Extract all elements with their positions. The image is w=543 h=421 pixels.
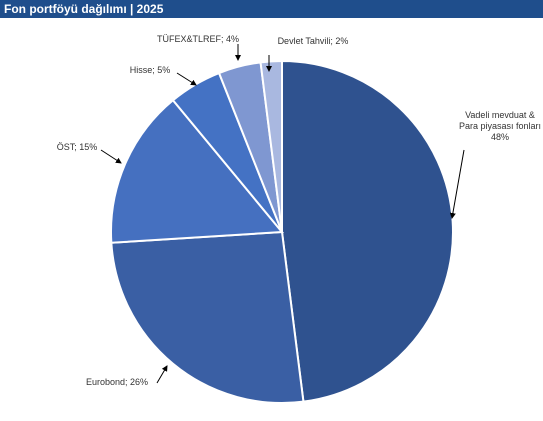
pie-slice-6: [259, 59, 283, 233]
leader-line-4: [176, 72, 197, 86]
slice-label-6: Devlet Tahvili; 2%: [278, 36, 349, 46]
slice-label-1: Vadeli mevduat & Para piyasası fonları 48%: [459, 110, 541, 142]
leader-line-1: [449, 149, 465, 219]
slice-label-line: Eurobond; 26%: [86, 377, 148, 387]
leader-line-2: [156, 365, 168, 384]
slice-label-5: TÜFEX&TLREF; 4%: [157, 34, 239, 44]
slice-label-2: Eurobond; 26%: [86, 377, 148, 387]
pie-slice-2: [110, 230, 305, 404]
slice-label-4: Hisse; 5%: [130, 65, 171, 75]
pie-slice-1: [281, 59, 454, 403]
slice-label-line: Devlet Tahvili; 2%: [278, 36, 349, 46]
leader-line-3: [100, 149, 122, 164]
slice-label-line: TÜFEX&TLREF; 4%: [157, 34, 239, 44]
slice-label-line: Vadeli mevduat &: [465, 110, 535, 120]
slice-label-line: Para piyasası fonları: [459, 121, 541, 131]
slice-label-line: ÖST; 15%: [57, 142, 98, 152]
chart-title: Fon portföyü dağılımı | 2025: [0, 0, 543, 18]
slice-label-3: ÖST; 15%: [57, 142, 98, 152]
pie-slice-3: [110, 98, 285, 244]
slice-label-line: 48%: [491, 132, 509, 142]
slice-label-line: Hisse; 5%: [130, 65, 171, 75]
